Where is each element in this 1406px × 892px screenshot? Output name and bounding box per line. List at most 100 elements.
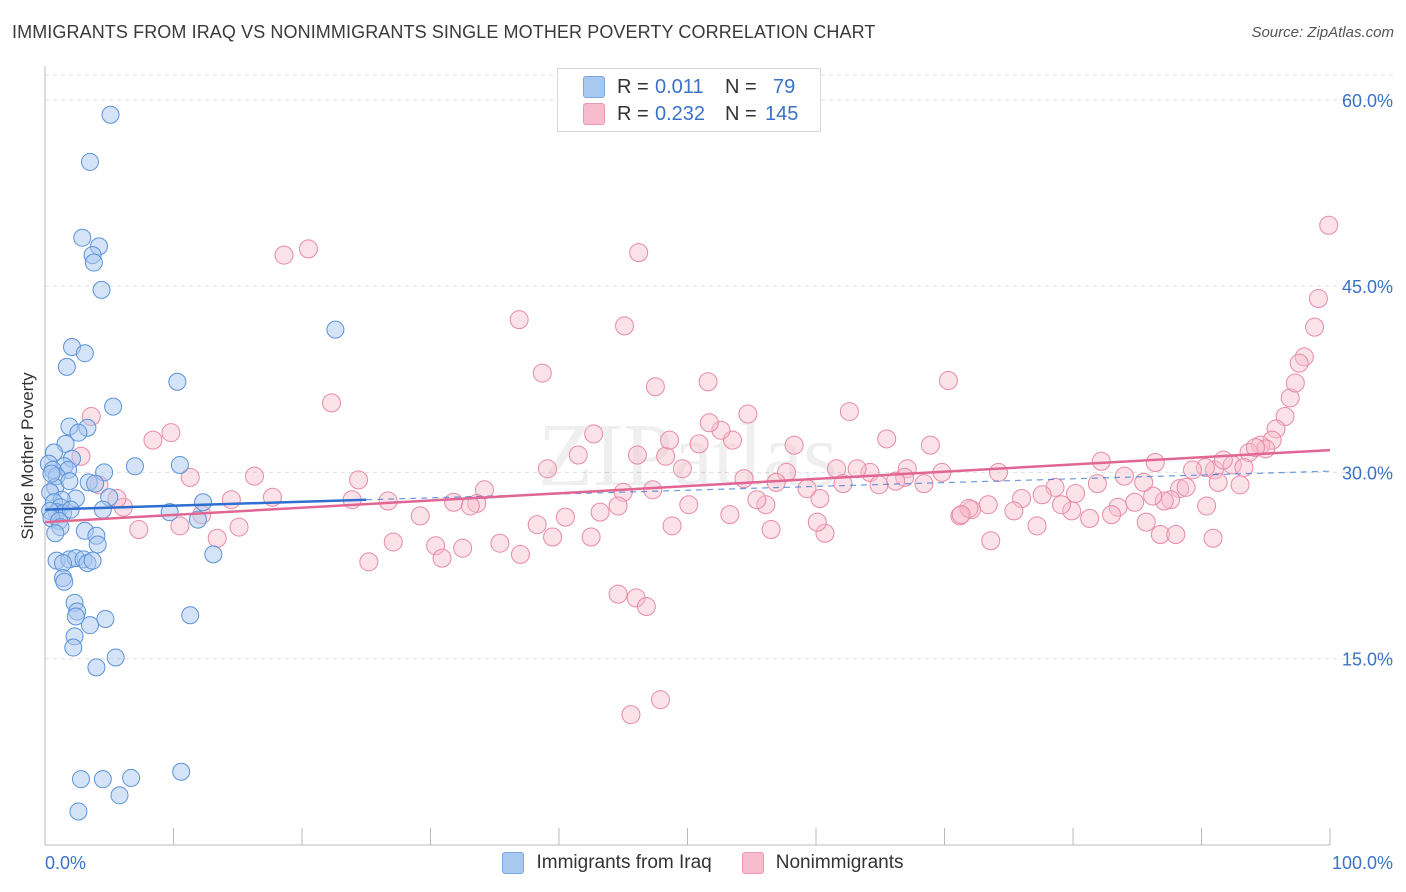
trend-line-nonimmigrants [44, 448, 1331, 524]
point-nonimmigrants [608, 584, 628, 604]
point-nonimmigrants [1289, 353, 1309, 373]
point-nonimmigrants [959, 498, 979, 518]
y-tick-label: 45.0% [1342, 277, 1393, 297]
point-nonimmigrants [1134, 472, 1154, 492]
point-nonimmigrants [656, 446, 676, 466]
point-nonimmigrants [662, 516, 682, 536]
y-tick-label: 15.0% [1342, 650, 1393, 670]
point-iraq [168, 372, 187, 391]
point-nonimmigrants [627, 445, 647, 465]
point-nonimmigrants [615, 316, 635, 336]
point-iraq [71, 770, 90, 789]
point-nonimmigrants [1203, 528, 1223, 548]
point-iraq [194, 493, 213, 512]
legend-row-nonimmigrants: R = 0.232 N = 145 [583, 102, 798, 126]
point-nonimmigrants [1266, 419, 1286, 439]
trend-lines [44, 448, 1331, 524]
point-iraq [88, 535, 107, 554]
point-iraq [188, 510, 207, 529]
point-nonimmigrants [510, 544, 530, 564]
point-nonimmigrants [938, 371, 958, 391]
point-nonimmigrants [1087, 474, 1107, 494]
point-nonimmigrants [1027, 516, 1047, 536]
bottom-legend-item-iraq: Immigrants from Iraq [502, 852, 712, 874]
point-nonimmigrants [581, 527, 601, 547]
point-nonimmigrants [527, 515, 547, 535]
point-iraq [55, 572, 74, 591]
point-nonimmigrants [1308, 289, 1328, 309]
point-nonimmigrants [359, 552, 379, 572]
point-nonimmigrants [1213, 450, 1233, 470]
point-iraq [125, 457, 144, 476]
point-nonimmigrants [244, 466, 264, 486]
point-nonimmigrants [621, 705, 641, 725]
point-iraq [96, 609, 115, 628]
point-nonimmigrants [1102, 505, 1122, 525]
point-nonimmigrants [568, 445, 588, 465]
bottom-legend: Immigrants from Iraq Nonimmigrants [0, 852, 1406, 874]
bottom-legend-item-nonimmigrants: Nonimmigrants [741, 852, 904, 874]
point-iraq [69, 423, 88, 442]
point-nonimmigrants [410, 506, 430, 526]
point-nonimmigrants [584, 424, 604, 444]
point-nonimmigrants [537, 459, 557, 479]
point-nonimmigrants [229, 517, 249, 537]
point-nonimmigrants [1032, 485, 1052, 505]
point-nonimmigrants [532, 363, 552, 383]
point-iraq [64, 638, 83, 657]
point-iraq [92, 280, 111, 299]
point-nonimmigrants [298, 239, 318, 259]
point-iraq [104, 397, 123, 416]
point-nonimmigrants [807, 512, 827, 532]
point-nonimmigrants [734, 469, 754, 489]
point-nonimmigrants [1062, 501, 1082, 521]
point-iraq [75, 344, 94, 363]
point-nonimmigrants [590, 502, 610, 522]
point-nonimmigrants [679, 495, 699, 515]
point-nonimmigrants [810, 489, 830, 508]
point-nonimmigrants [453, 538, 473, 558]
trend-line-iraq-extension [366, 470, 1331, 501]
legend-swatch-iraq [583, 76, 605, 98]
point-nonimmigrants [988, 462, 1008, 482]
point-nonimmigrants [839, 402, 859, 422]
point-nonimmigrants [1145, 452, 1165, 472]
point-nonimmigrants [129, 520, 149, 540]
x-tick-label-max: 100.0% [1332, 853, 1393, 873]
point-nonimmigrants [689, 434, 709, 454]
point-nonimmigrants [981, 531, 1001, 551]
point-nonimmigrants [651, 690, 671, 710]
point-nonimmigrants [1197, 496, 1217, 516]
legend-n-label: N = [725, 102, 757, 125]
point-nonimmigrants [1051, 495, 1071, 515]
point-nonimmigrants [1280, 388, 1300, 408]
legend-r-value: 0.232 [655, 102, 706, 125]
point-nonimmigrants [555, 507, 575, 527]
point-nonimmigrants [951, 505, 971, 525]
point-nonimmigrants [490, 533, 510, 553]
chart-title: IMMIGRANTS FROM IRAQ VS NONIMMIGRANTS SI… [12, 22, 876, 42]
point-iraq [80, 616, 99, 635]
point-nonimmigrants [738, 404, 758, 424]
point-iraq [73, 228, 92, 247]
point-nonimmigrants [1294, 347, 1314, 367]
point-nonimmigrants [383, 532, 403, 552]
point-iraq [326, 320, 345, 339]
point-nonimmigrants [886, 471, 906, 491]
point-nonimmigrants [833, 474, 853, 494]
point-nonimmigrants [1114, 466, 1134, 486]
point-iraq [101, 105, 120, 124]
point-nonimmigrants [170, 516, 190, 536]
point-nonimmigrants [221, 490, 241, 510]
point-iraq [170, 455, 189, 474]
tick-labels: 15.0% 30.0% 45.0% 60.0% 0.0% 100.0% [45, 91, 1393, 873]
point-iraq [86, 474, 105, 493]
series-iraq-points [39, 105, 345, 821]
legend: R = 0.011 N = 79 R = 0.232 N = 145 [557, 68, 821, 132]
bottom-legend-swatch-nonimmigrants [741, 852, 764, 874]
point-iraq [69, 802, 88, 821]
point-nonimmigrants [1305, 317, 1325, 337]
point-nonimmigrants [877, 429, 897, 449]
point-nonimmigrants [1150, 525, 1170, 545]
